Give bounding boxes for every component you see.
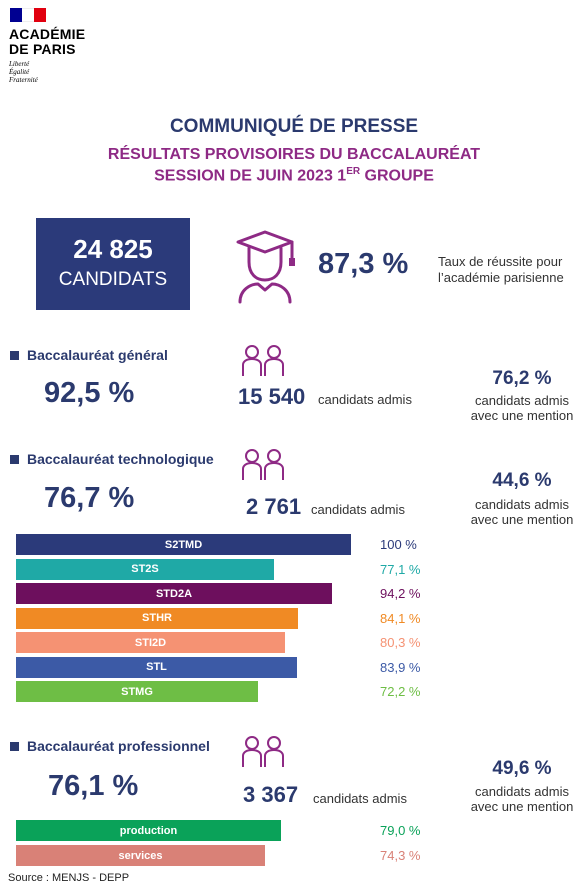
bar-value-stl: 83,9 % xyxy=(380,659,421,675)
students-icon xyxy=(242,449,284,480)
bar-s2tmd: S2TMD xyxy=(16,534,351,555)
section-title-technologique: Baccalauréat technologique xyxy=(10,451,214,467)
general-admitted-label: candidats admis xyxy=(318,392,412,407)
techno-admitted: 2 761 xyxy=(246,494,302,519)
subtitle-line-2: SESSION DE JUIN 2023 1ER GROUPE xyxy=(154,166,434,185)
section-title-professionnel: Baccalauréat professionnel xyxy=(10,738,210,754)
logo-line-1: ACADÉMIE xyxy=(9,26,86,42)
bar-sthr: STHR xyxy=(16,607,298,629)
techno-mention-pct: 44,6 % xyxy=(492,470,552,491)
bar-sti2d: STI2D xyxy=(16,632,285,653)
bar-st2s: ST2S xyxy=(16,558,274,580)
bar-stl: STL xyxy=(16,656,297,678)
republic-flag-logo xyxy=(10,8,46,22)
techno-mention-line-1: candidats admis xyxy=(475,497,569,512)
candidates-label: CANDIDATS xyxy=(58,269,168,290)
bar-services: services xyxy=(16,845,265,866)
section-title-general: Baccalauréat général xyxy=(10,347,168,363)
pro-mention-pct: 49,6 % xyxy=(492,758,552,779)
bar-value-std2a: 94,2 % xyxy=(380,586,421,601)
candidates-box: 24 825 CANDIDATS xyxy=(36,218,190,310)
techno-mention-line-2: avec une mention xyxy=(470,512,574,527)
general-admitted: 15 540 xyxy=(238,384,306,409)
bar-value-sthr: 84,1 % xyxy=(380,610,421,626)
subtitle-line-1: RÉSULTATS PROVISOIRES DU BACCALAURÉAT xyxy=(107,146,481,163)
logo-line-2: DE PARIS xyxy=(9,41,76,57)
pro-mention-line-1: candidats admis xyxy=(475,784,569,799)
candidates-number: 24 825 xyxy=(73,234,153,264)
bullet xyxy=(10,741,19,751)
success-rate: 87,3 % xyxy=(318,248,409,280)
general-mention-pct: 76,2 % xyxy=(492,368,552,389)
success-label-line-2: l’académie parisienne xyxy=(438,270,564,285)
bullet xyxy=(10,454,19,464)
bar-stmg: STMG xyxy=(16,681,258,702)
pro-rate: 76,1 % xyxy=(48,770,139,802)
motto-fraternite: Fraternité xyxy=(9,76,38,84)
general-mention-line-2: avec une mention xyxy=(470,408,574,423)
bar-std2a: STD2A xyxy=(16,583,332,604)
students-icon xyxy=(242,345,284,376)
pro-admitted-label: candidats admis xyxy=(313,791,407,806)
bar-value-production: 79,0 % xyxy=(380,823,421,838)
pro-mention-line-2: avec une mention xyxy=(470,799,574,814)
general-mention-line-1: candidats admis xyxy=(475,393,569,408)
motto-liberte: Liberté xyxy=(9,60,30,68)
bar-value-services: 74,3 % xyxy=(380,848,421,863)
techno-admitted-label: candidats admis xyxy=(311,502,405,517)
flag-red-stripe xyxy=(34,8,46,22)
page-title: COMMUNIQUÉ DE PRESSE xyxy=(169,116,419,137)
general-rate: 92,5 % xyxy=(44,377,135,409)
motto-egalite: Égalité xyxy=(9,68,30,76)
graduate-icon xyxy=(236,230,295,304)
bar-value-stmg: 72,2 % xyxy=(380,684,421,699)
bar-value-sti2d: 80,3 % xyxy=(380,635,421,650)
bar-production: production xyxy=(16,820,281,841)
bar-value-s2tmd: 100 % xyxy=(380,537,417,552)
bullet xyxy=(10,350,19,360)
pro-admitted: 3 367 xyxy=(243,782,299,807)
success-label-line-1: Taux de réussite pour xyxy=(438,254,563,269)
flag-white-stripe xyxy=(22,8,34,22)
bar-value-st2s: 77,1 % xyxy=(380,561,421,577)
flag-blue-stripe xyxy=(10,8,22,22)
students-icon xyxy=(242,736,284,767)
techno-rate: 76,7 % xyxy=(44,482,135,514)
source-note: Source : MENJS - DEPP xyxy=(8,872,130,884)
